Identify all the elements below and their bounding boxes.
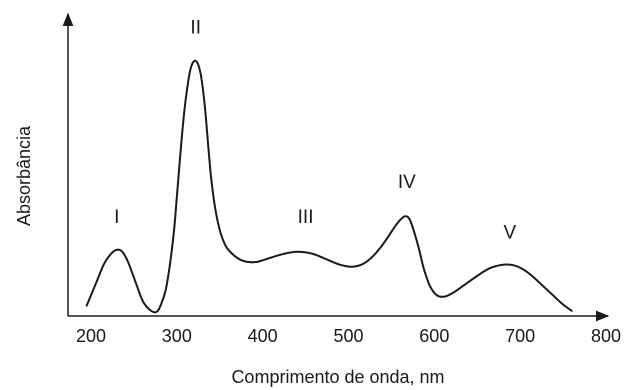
peak-label-v: V xyxy=(504,222,517,243)
peak-label-i: I xyxy=(114,207,119,228)
x-tick-label-800: 800 xyxy=(591,326,621,346)
x-tick-label-400: 400 xyxy=(248,326,278,346)
peak-label-ii: II xyxy=(190,18,201,39)
peak-label-iv: IV xyxy=(398,172,416,193)
x-tick-label-200: 200 xyxy=(76,326,106,346)
peak-label-iii: III xyxy=(298,207,314,228)
x-tick-label-500: 500 xyxy=(333,326,363,346)
x-tick-label-300: 300 xyxy=(162,326,192,346)
x-tick-label-700: 700 xyxy=(505,326,535,346)
y-axis-label: Absorbância xyxy=(14,125,34,226)
x-tick-label-600: 600 xyxy=(419,326,449,346)
x-tick-labels: 200 300 400 500 600 700 800 xyxy=(76,326,621,346)
absorbance-curve xyxy=(85,59,573,314)
x-axis-label: Comprimento de onda, nm xyxy=(231,367,444,387)
